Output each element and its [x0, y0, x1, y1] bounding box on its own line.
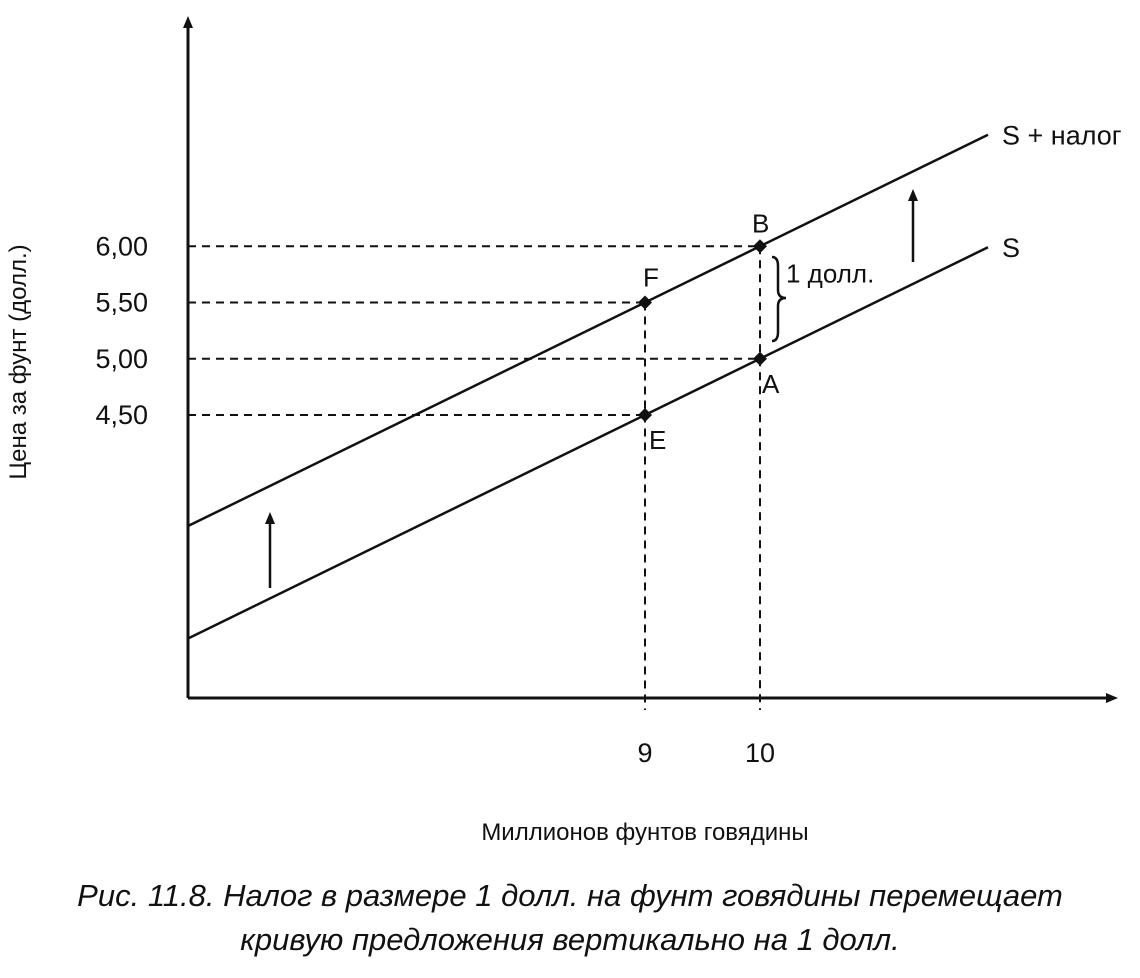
point-label-f: F	[643, 263, 659, 293]
point-label-e: E	[649, 425, 666, 455]
point-marker-b	[753, 239, 767, 254]
curve-s	[187, 246, 989, 640]
x-tick-label: 9	[637, 738, 652, 768]
supply-curves	[187, 133, 989, 640]
y-tick-label: 5,00	[95, 344, 148, 374]
curve-s-plus-tax	[187, 133, 989, 528]
curve-label-s: S	[1002, 233, 1020, 263]
point-label-b: B	[752, 208, 769, 238]
curve-label-s-plus-tax: S + налог	[1002, 121, 1122, 151]
y-tick-label: 5,50	[95, 288, 148, 318]
tax-annotation: 1 долл.	[786, 259, 874, 289]
figure-caption-line-2: кривую предложения вертикально на 1 долл…	[240, 922, 900, 957]
y-tick-label: 4,50	[95, 400, 148, 430]
figure-caption-line-1: Рис. 11.8. Налог в размере 1 долл. на фу…	[77, 878, 1063, 913]
y-tick-label: 6,00	[95, 231, 148, 261]
point-label-a: A	[762, 369, 780, 399]
chart-labels: S + налог S 4,50 5,00 5,50 6,00 9 10 E F A B 1 долл.	[95, 121, 1121, 768]
point-marker-a	[753, 351, 767, 366]
x-axis-label: Миллионов фунтов говядины	[481, 819, 808, 846]
y-axis-label: Цена за фунт (долл.)	[5, 244, 32, 479]
chart: S + налог S 4,50 5,00 5,50 6,00 9 10 E F A B 1 долл.…	[5, 16, 1122, 846]
x-tick-label: 10	[745, 738, 775, 768]
point-marker-e	[638, 408, 652, 422]
point-markers	[638, 239, 767, 422]
guide-lines	[188, 245, 761, 710]
tax-brace	[771, 255, 787, 343]
point-marker-f	[638, 295, 652, 310]
